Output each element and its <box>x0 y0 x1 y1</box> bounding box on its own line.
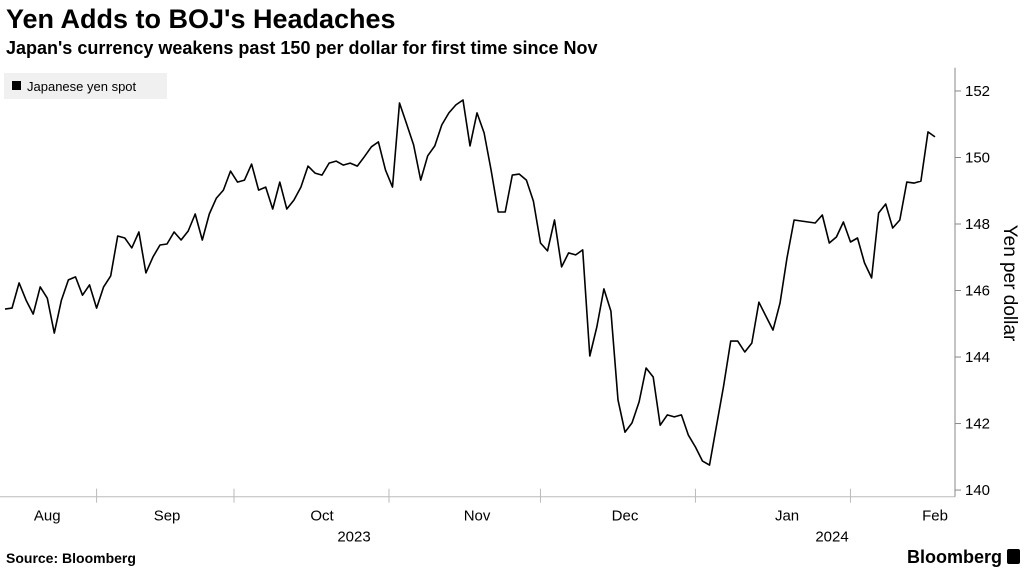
y-tick-label: 146 <box>965 283 990 300</box>
x-tick-label: Jan <box>775 508 799 525</box>
y-tick-label: 142 <box>965 416 990 433</box>
x-group-label: 2023 <box>337 529 370 546</box>
legend-swatch <box>12 81 21 90</box>
x-tick-label: Oct <box>310 508 334 525</box>
source: Source: Bloomberg <box>6 550 136 566</box>
legend-box <box>4 73 167 99</box>
brand: Bloomberg <box>907 547 1002 567</box>
y-tick-label: 152 <box>965 83 990 100</box>
x-tick-label: Feb <box>922 508 948 525</box>
x-group-label: 2024 <box>815 529 848 546</box>
chart-title: Yen Adds to BOJ's Headaches <box>6 4 396 34</box>
y-axis-label: Yen per dollar <box>999 225 1020 342</box>
y-tick-label: 148 <box>965 216 990 233</box>
chart-subtitle: Japan's currency weakens past 150 per do… <box>6 38 598 58</box>
brand-icon <box>1007 549 1020 564</box>
y-tick-label: 144 <box>965 349 990 366</box>
x-tick-label: Dec <box>612 508 639 525</box>
y-tick-label: 150 <box>965 149 990 166</box>
x-tick-label: Nov <box>464 508 491 525</box>
legend-label: Japanese yen spot <box>27 79 137 94</box>
line-series <box>4 99 936 466</box>
x-tick-label: Aug <box>34 508 61 525</box>
x-tick-label: Sep <box>154 508 181 525</box>
y-tick-label: 140 <box>965 482 990 499</box>
